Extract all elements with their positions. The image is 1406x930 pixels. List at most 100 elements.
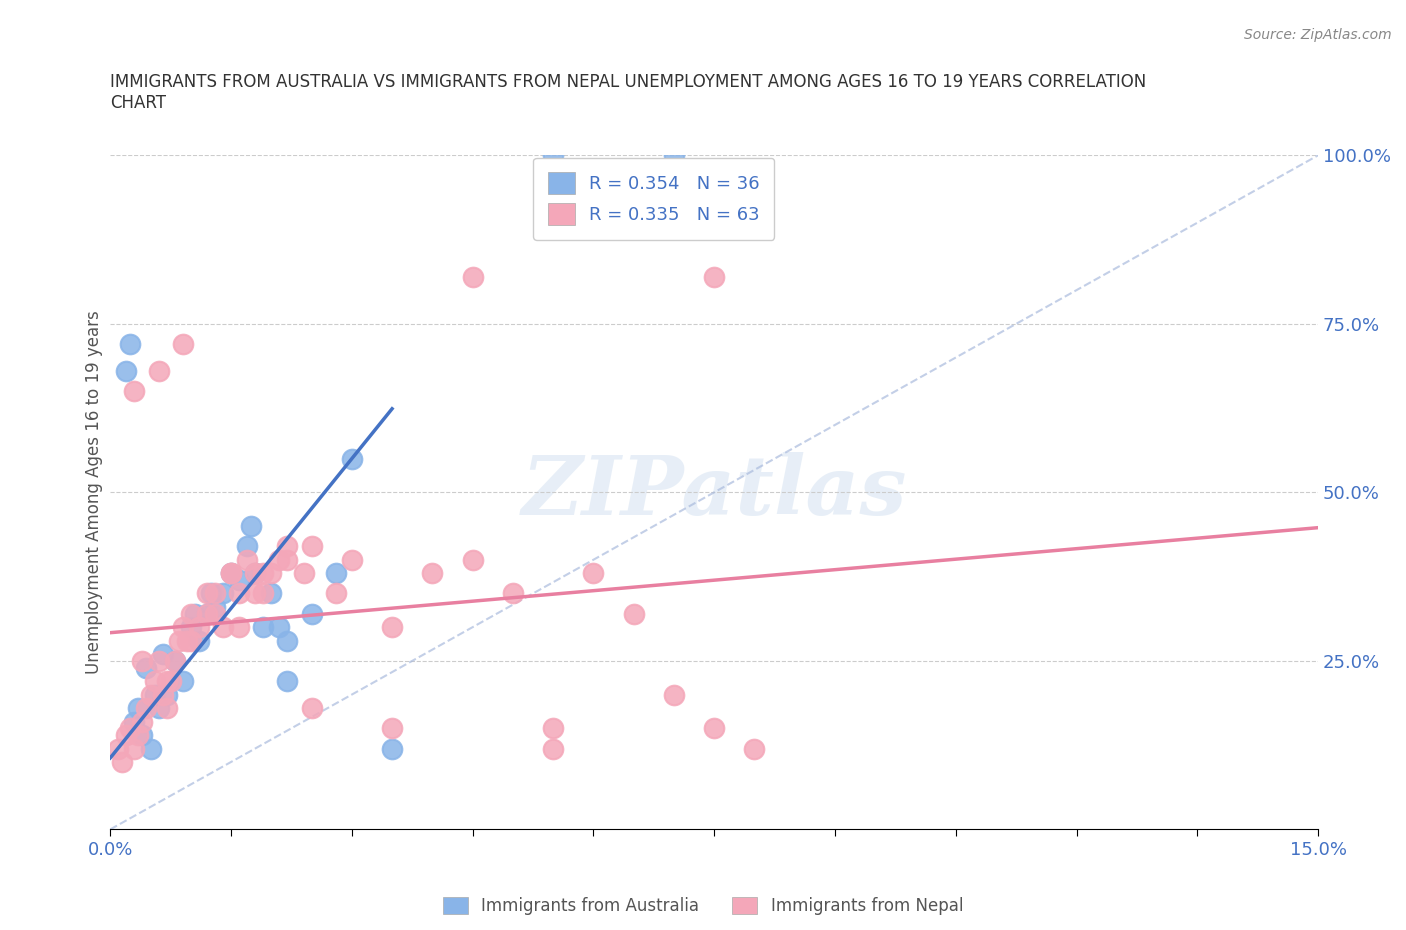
- Point: [662, 148, 685, 163]
- Point: [662, 687, 685, 702]
- Point: [245, 565, 267, 580]
- Point: [461, 269, 484, 284]
- Point: [120, 337, 142, 352]
- Point: [236, 552, 259, 567]
- Point: [541, 721, 564, 736]
- Point: [541, 148, 564, 163]
- Point: [107, 741, 129, 756]
- Point: [219, 565, 242, 580]
- Point: [139, 741, 162, 756]
- Point: [187, 619, 209, 634]
- Point: [172, 619, 194, 634]
- Point: [159, 673, 181, 688]
- Point: [135, 700, 157, 715]
- Point: [187, 633, 209, 648]
- Point: [228, 586, 250, 601]
- Point: [135, 660, 157, 675]
- Point: [143, 673, 166, 688]
- Point: [325, 565, 347, 580]
- Point: [124, 384, 146, 399]
- Point: [204, 600, 226, 615]
- Point: [131, 654, 153, 669]
- Point: [152, 646, 174, 661]
- Point: [461, 552, 484, 567]
- Point: [120, 721, 142, 736]
- Point: [252, 565, 274, 580]
- Point: [115, 364, 138, 379]
- Point: [252, 586, 274, 601]
- Point: [156, 673, 179, 688]
- Point: [156, 700, 179, 715]
- Point: [115, 727, 138, 742]
- Point: [124, 741, 146, 756]
- Point: [212, 586, 235, 601]
- Point: [219, 565, 242, 580]
- Point: [301, 538, 323, 553]
- Legend: Immigrants from Australia, Immigrants from Nepal: Immigrants from Australia, Immigrants fr…: [436, 890, 970, 922]
- Point: [502, 586, 524, 601]
- Point: [276, 633, 298, 648]
- Point: [212, 619, 235, 634]
- Point: [219, 565, 242, 580]
- Point: [195, 606, 218, 621]
- Point: [204, 606, 226, 621]
- Legend: R = 0.354   N = 36, R = 0.335   N = 63: R = 0.354 N = 36, R = 0.335 N = 63: [533, 157, 775, 240]
- Point: [269, 619, 291, 634]
- Point: [292, 565, 315, 580]
- Point: [156, 687, 179, 702]
- Point: [582, 565, 605, 580]
- Point: [703, 269, 725, 284]
- Point: [325, 586, 347, 601]
- Point: [152, 687, 174, 702]
- Point: [301, 606, 323, 621]
- Point: [228, 619, 250, 634]
- Point: [236, 538, 259, 553]
- Point: [252, 619, 274, 634]
- Point: [228, 573, 250, 588]
- Point: [260, 565, 283, 580]
- Point: [148, 700, 170, 715]
- Point: [127, 727, 149, 742]
- Point: [143, 687, 166, 702]
- Point: [301, 700, 323, 715]
- Text: ZIPatlas: ZIPatlas: [522, 452, 907, 532]
- Point: [148, 654, 170, 669]
- Text: Source: ZipAtlas.com: Source: ZipAtlas.com: [1244, 28, 1392, 42]
- Point: [127, 700, 149, 715]
- Point: [195, 606, 218, 621]
- Point: [245, 565, 267, 580]
- Point: [180, 619, 202, 634]
- Point: [172, 673, 194, 688]
- Point: [204, 586, 226, 601]
- Point: [172, 337, 194, 352]
- Text: IMMIGRANTS FROM AUSTRALIA VS IMMIGRANTS FROM NEPAL UNEMPLOYMENT AMONG AGES 16 TO: IMMIGRANTS FROM AUSTRALIA VS IMMIGRANTS …: [110, 73, 1146, 112]
- Point: [245, 586, 267, 601]
- Point: [163, 654, 186, 669]
- Point: [276, 552, 298, 567]
- Point: [176, 633, 198, 648]
- Point: [111, 754, 134, 769]
- Point: [139, 687, 162, 702]
- Point: [180, 633, 202, 648]
- Point: [703, 721, 725, 736]
- Point: [180, 606, 202, 621]
- Point: [260, 586, 283, 601]
- Point: [184, 606, 207, 621]
- Point: [744, 741, 766, 756]
- Point: [163, 654, 186, 669]
- Point: [381, 619, 404, 634]
- Point: [381, 741, 404, 756]
- Point: [240, 519, 263, 534]
- Point: [195, 586, 218, 601]
- Point: [340, 451, 363, 466]
- Point: [131, 714, 153, 729]
- Point: [167, 633, 190, 648]
- Point: [276, 538, 298, 553]
- Point: [269, 552, 291, 567]
- Point: [148, 364, 170, 379]
- Point: [422, 565, 444, 580]
- Point: [276, 673, 298, 688]
- Point: [623, 606, 645, 621]
- Point: [541, 741, 564, 756]
- Y-axis label: Unemployment Among Ages 16 to 19 years: Unemployment Among Ages 16 to 19 years: [86, 311, 103, 674]
